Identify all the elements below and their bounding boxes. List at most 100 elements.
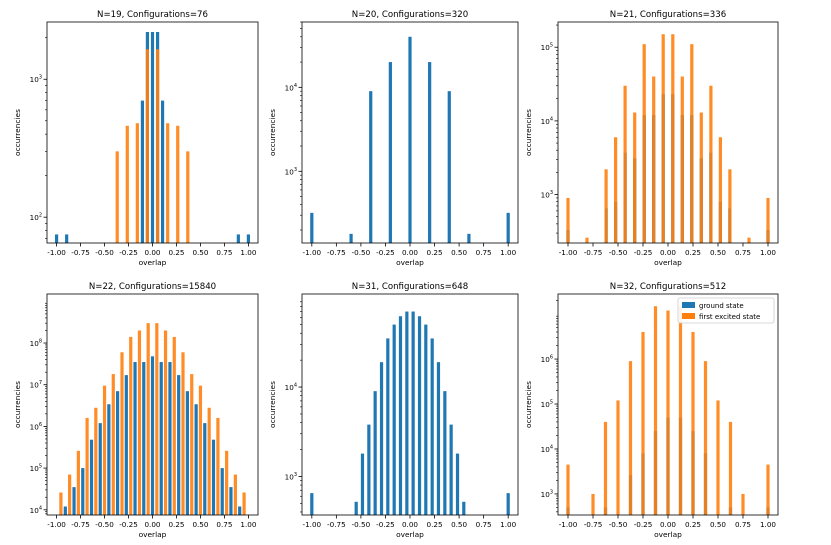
chart-3-excited-bar [690, 44, 694, 244]
chart-2-ground-bar [467, 233, 471, 243]
chart-3-y-tick-label: 103 [541, 190, 553, 200]
chart-3-x-tick-label: 0.25 [685, 248, 701, 257]
chart-4-excited-bar [190, 374, 194, 515]
chart-4-ground-bar [115, 391, 120, 515]
chart-3-x-tick-label: -1.00 [559, 248, 578, 257]
chart-3-excited-bar [585, 237, 589, 243]
chart-6-x-tick-label: 0.75 [735, 520, 751, 529]
chart-4-x-tick-label: -0.50 [95, 520, 114, 529]
chart-4-x-tick-label: 1.00 [240, 520, 256, 529]
chart-4-excited-bar [242, 492, 246, 515]
chart-4-ground-bar [238, 506, 242, 515]
chart-1-excited-bar [155, 49, 160, 243]
chart-6-legend-excited-label: first excited state [699, 313, 760, 321]
chart-3-excited-bar [623, 85, 627, 244]
chart-6-y-tick-label: 104 [541, 444, 553, 454]
chart-1-x-tick-label: -0.75 [71, 248, 90, 257]
chart-5-ground-bar [398, 316, 403, 515]
chart-5-x-tick-label: -1.00 [303, 520, 322, 529]
chart-4-ground-bar [229, 487, 233, 515]
chart-4-excited-bar [94, 407, 98, 515]
chart-2-ground-bar [349, 233, 353, 243]
chart-4-excited-bar [85, 417, 89, 515]
chart-2-x-tick-label: 1.00 [500, 248, 516, 257]
chart-1-x-tick-label: 0.75 [216, 248, 232, 257]
chart-5-x-tick-label: -0.75 [327, 520, 346, 529]
chart-2-title: N=20, Configurations=320 [352, 10, 468, 20]
chart-5-ground-bar [386, 338, 390, 515]
chart-1-excited-bar [135, 123, 139, 243]
chart-3-excited-bar [633, 112, 637, 243]
chart-3-excited-bar [661, 34, 665, 243]
chart-4-excited-bar [68, 474, 72, 515]
chart-6-x-tick-label: 1.00 [760, 520, 776, 529]
chart-5-ground-bar [405, 311, 409, 515]
chart-6-legend-ground-swatch [682, 302, 695, 308]
chart-3-excited-bar [709, 85, 713, 244]
chart-4-ground-bar [89, 439, 94, 515]
chart-6-excited-bar [641, 331, 645, 515]
chart-6-excited-bar [666, 310, 670, 515]
chart-6-x-tick-label: 0.25 [685, 520, 701, 529]
chart-2-x-tick-label: 0.75 [476, 248, 492, 257]
chart-1-x-tick-label: 1.00 [240, 248, 256, 257]
chart-3-x-tick-label: 0.75 [735, 248, 751, 257]
chart-4-excited-bar [102, 385, 107, 515]
chart-6-legend: ground state first excited state [677, 297, 775, 324]
chart-4-ground-bar [159, 362, 163, 515]
chart-4-ground-bar [63, 506, 67, 515]
chart-5-ground-bar [310, 493, 314, 515]
chart-4-excited-bar [111, 374, 115, 515]
chart-4-ground-bar [168, 362, 172, 515]
chart-6-excited-bar [716, 400, 720, 515]
chart-4-excited-bar [198, 385, 203, 515]
chart-5-x-tick-label: 0.25 [427, 520, 443, 529]
chart-4-x-tick-label: 0.00 [144, 520, 160, 529]
chart-1-ground-bar [150, 32, 155, 244]
chart-4-ground-bar [177, 375, 181, 515]
chart-5-ground-bar [367, 424, 371, 515]
chart-1-excited-bar [166, 123, 170, 243]
chart-4-ground-bar [133, 362, 137, 515]
chart-5-x-tick-label: -0.25 [376, 520, 395, 529]
chart-3-x-tick-label: 1.00 [760, 248, 776, 257]
chart-2-x-tick-label: -0.50 [352, 248, 371, 257]
chart-6-excited-bar [728, 421, 733, 515]
chart-4-x-tick-label: -0.75 [71, 520, 90, 529]
chart-2-ground-bar [428, 62, 432, 244]
chart-4-excited-bar [225, 450, 229, 515]
chart-4-y-tick-label: 106 [30, 422, 42, 432]
chart-2-x-tick-label: -0.75 [327, 248, 346, 257]
chart-1-excited-bar [115, 151, 119, 243]
chart-6-x-tick-label: 0.00 [660, 520, 676, 529]
chart-1-title: N=19, Configurations=76 [97, 10, 208, 20]
chart-4-excited-bar [120, 352, 124, 515]
chart-1-ground-bar [54, 234, 59, 243]
chart-4-ground-bar [211, 439, 216, 515]
chart-4-x-tick-label: -1.00 [47, 520, 66, 529]
chart-4-excited-bar [76, 450, 80, 515]
chart-4-ground-bar [150, 356, 155, 515]
chart-3-x-tick-label: -0.75 [584, 248, 603, 257]
chart-4-ground-bar [124, 375, 128, 515]
chart-3-excited-bar [604, 169, 608, 243]
chart-6-excited-bar [591, 493, 595, 515]
chart-6-ylabel: occurrencies [524, 381, 533, 428]
chart-3-excited-bar [680, 76, 684, 243]
chart-6-xlabel: overlap [654, 530, 682, 539]
chart-1-ground-bar [236, 234, 240, 243]
chart-5-ground-bar [360, 453, 365, 515]
chart-1-ground-bar [65, 234, 69, 243]
chart-2: -1.00 -0.75 -0.50 -0.25 0.00 0.25 0.50 0.75 1.00… [268, 10, 519, 267]
chart-2-ground-bar [388, 62, 392, 244]
chart-4-ground-bar [185, 391, 190, 515]
chart-1-ylabel: occurrencies [13, 109, 22, 156]
chart-6-excited-bar [653, 306, 658, 515]
chart-6-legend-excited-swatch [682, 313, 695, 319]
chart-5-ylabel: occurrencies [268, 381, 277, 428]
chart-4-excited-bar [129, 336, 133, 515]
chart-4-excited-bar [163, 330, 168, 515]
chart-5-ground-bar [462, 501, 466, 515]
chart-3-y-tick-label: 105 [541, 43, 553, 53]
